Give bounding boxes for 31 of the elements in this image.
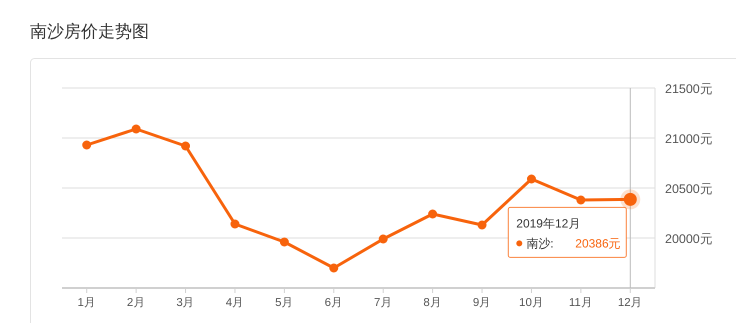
point bbox=[526, 174, 536, 184]
y-tick-label: 21500元 bbox=[665, 82, 713, 96]
x-tick-label: 10月 bbox=[519, 296, 544, 309]
point bbox=[181, 142, 190, 150]
point bbox=[132, 124, 141, 134]
x-tick-label: 2月 bbox=[126, 296, 146, 309]
y-tick-label: 20500元 bbox=[665, 182, 713, 196]
point bbox=[82, 140, 92, 150]
y-tick-label: 20000元 bbox=[665, 232, 713, 246]
point bbox=[576, 196, 586, 204]
x-tick-label: 5月 bbox=[275, 296, 294, 309]
point bbox=[329, 264, 338, 272]
x-tick-label: 11月 bbox=[568, 296, 593, 309]
point bbox=[478, 220, 487, 230]
point bbox=[280, 238, 289, 246]
x-tick-label: 6月 bbox=[324, 296, 343, 309]
x-tick-label: 3月 bbox=[176, 296, 195, 309]
x-tick-label: 7月 bbox=[374, 296, 392, 309]
data-label: 20386元 bbox=[575, 236, 621, 250]
legend-label: 南沙: bbox=[526, 236, 554, 250]
x-tick-label: 9月 bbox=[472, 296, 492, 309]
x-tick-label: 8月 bbox=[423, 296, 442, 309]
x-tick-label: 12月 bbox=[618, 296, 643, 309]
point bbox=[378, 234, 388, 244]
point bbox=[428, 210, 438, 218]
y-tick-label: 21000元 bbox=[665, 132, 713, 146]
x-tick-label: 1月 bbox=[78, 296, 96, 309]
annotation: 2019年12月 bbox=[516, 216, 580, 230]
point bbox=[230, 220, 240, 228]
chart-title: 南沙房价走势图 bbox=[30, 22, 149, 41]
x-tick-label: 4月 bbox=[226, 296, 244, 309]
